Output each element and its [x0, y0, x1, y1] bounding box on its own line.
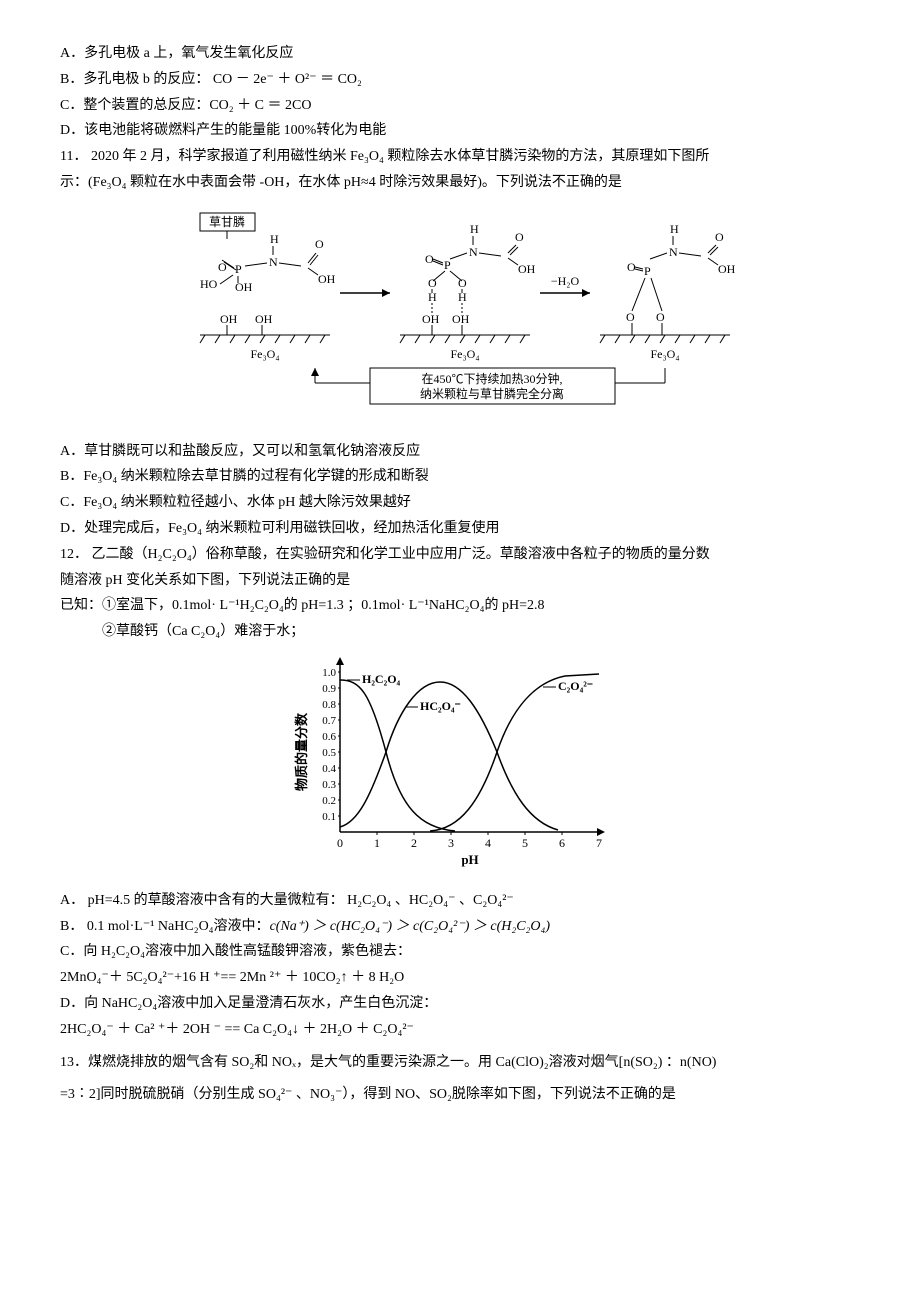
- minus-h2o-label: −H₂O: [551, 274, 580, 288]
- q12-option-d: D．向 NaHC₂O₄溶液中加入足量澄清石灰水，产生白色沉淀：: [60, 992, 860, 1016]
- q10-option-a: A．多孔电极 a 上，氧气发生氧化反应: [60, 42, 860, 66]
- q12-option-a: A． pH=4.5 的草酸溶液中含有的大量微粒有： H₂C₂O₄ 、HC₂O₄⁻…: [60, 889, 860, 913]
- series1-label: H₂C₂O₄: [362, 672, 401, 686]
- svg-text:6: 6: [559, 836, 565, 850]
- svg-text:O: O: [627, 260, 636, 274]
- fe3o4-label-2: Fe₃O₄: [450, 347, 479, 361]
- svg-text:OH: OH: [220, 312, 238, 326]
- svg-text:N: N: [469, 245, 478, 259]
- svg-text:O: O: [428, 276, 437, 290]
- q12-option-d-eq: 2HC₂O₄⁻ ＋ Ca² ⁺＋ 2OH ⁻ == Ca C₂O₄↓ ＋ 2H₂…: [60, 1018, 860, 1042]
- q12-stem-line2: 随溶液 pH 变化关系如下图，下列说法正确的是: [60, 569, 860, 593]
- svg-text:0.6: 0.6: [322, 731, 336, 743]
- question-13: 13．煤燃烧排放的烟气含有 SO₂和 NOₓ，是大气的重要污染源之一。用 Ca(…: [60, 1048, 860, 1112]
- svg-text:0.4: 0.4: [322, 763, 336, 775]
- svg-text:4: 4: [485, 836, 491, 850]
- svg-text:OH: OH: [452, 312, 470, 326]
- svg-text:O: O: [626, 310, 635, 324]
- svg-text:3: 3: [448, 836, 454, 850]
- svg-text:0.1: 0.1: [322, 811, 336, 823]
- q12-stem-line1: 12． 乙二酸（H₂C₂O₄）俗称草酸，在实验研究和化学工业中应用广泛。草酸溶液…: [60, 543, 860, 567]
- svg-text:0.9: 0.9: [322, 683, 336, 695]
- svg-text:H: H: [470, 222, 479, 236]
- q11-option-d: D．处理完成后，Fe₃O₄ 纳米颗粒可利用磁铁回收，经加热活化重复使用: [60, 517, 860, 541]
- q13-line1: 13．煤燃烧排放的烟气含有 SO₂和 NOₓ，是大气的重要污染源之一。用 Ca(…: [60, 1048, 860, 1079]
- svg-text:O: O: [425, 252, 434, 266]
- glyphosate-label: 草甘膦: [209, 214, 245, 229]
- svg-text:O: O: [315, 237, 324, 251]
- svg-text:P: P: [644, 264, 651, 278]
- q10-option-c: C．整个装置的总反应：CO₂ ＋ C ＝ 2CO: [60, 94, 860, 118]
- svg-text:5: 5: [522, 836, 528, 850]
- svg-text:0: 0: [337, 836, 343, 850]
- svg-text:O: O: [515, 230, 524, 244]
- q11-stem-line2: 示：(Fe₃O₄ 颗粒在水中表面会带 -OH，在水体 pH≈4 时除污效果最好)…: [60, 171, 860, 195]
- svg-text:N: N: [669, 245, 678, 259]
- question-10-options: A．多孔电极 a 上，氧气发生氧化反应 B．多孔电极 b 的反应： CO － 2…: [60, 42, 860, 143]
- svg-text:N: N: [269, 255, 278, 269]
- question-11: 11． 2020 年 2 月，科学家报道了利用磁性纳米 Fe₃O₄ 颗粒除去水体…: [60, 145, 860, 541]
- svg-text:7: 7: [596, 836, 602, 850]
- q11-diagram: 草甘膦 H N O P HO OH O: [60, 203, 860, 432]
- glyphosate-diagram-svg: 草甘膦 H N O P HO OH O: [180, 203, 740, 423]
- q12-option-c-eq: 2MnO₄⁻＋ 5C₂O₄²⁻+16 H ⁺== 2Mn ²⁺ ＋ 10CO₂↑…: [60, 966, 860, 990]
- svg-text:1.0: 1.0: [322, 667, 336, 679]
- x-axis-ticks: 0 1 2 3 4 5 6 7: [337, 832, 602, 850]
- svg-text:P: P: [235, 262, 242, 276]
- svg-text:0.5: 0.5: [322, 747, 336, 759]
- oxalic-fraction-chart-svg: 0.1 0.2 0.3 0.4 0.5 0.6 0.7 0.8 0.9 1.0 …: [290, 652, 630, 872]
- svg-text:OH: OH: [318, 272, 336, 286]
- q12-option-b: B． 0.1 mol·L⁻¹ NaHC₂O₄溶液中：c(Na⁺) ＞ c(HC₂…: [60, 915, 860, 939]
- q12-known-line2: ②草酸钙（Ca C₂O₄）难溶于水；: [60, 620, 860, 644]
- q10-option-d: D．该电池能将碳燃料产生的能量能 100%转化为电能: [60, 119, 860, 143]
- svg-text:0.3: 0.3: [322, 779, 336, 791]
- fe3o4-label-1: Fe₃O₄: [250, 347, 279, 361]
- question-12: 12． 乙二酸（H₂C₂O₄）俗称草酸，在实验研究和化学工业中应用广泛。草酸溶液…: [60, 543, 860, 1042]
- svg-text:H: H: [270, 232, 279, 246]
- svg-text:OH: OH: [422, 312, 440, 326]
- q11-option-a: A．草甘膦既可以和盐酸反应，又可以和氢氧化钠溶液反应: [60, 440, 860, 464]
- q13-line2: =3∶2]同时脱硫脱硝（分别生成 SO₄²⁻ 、NO₃⁻），得到 NO、SO₂脱…: [60, 1080, 860, 1111]
- svg-text:0.7: 0.7: [322, 715, 336, 727]
- svg-text:O: O: [458, 276, 467, 290]
- svg-text:O: O: [656, 310, 665, 324]
- series2-label: HC₂O₄⁻: [420, 699, 461, 713]
- q12-chart: 0.1 0.2 0.3 0.4 0.5 0.6 0.7 0.8 0.9 1.0 …: [60, 652, 860, 881]
- series3-label: C₂O₄²⁻: [558, 679, 593, 693]
- svg-text:OH: OH: [718, 262, 736, 276]
- series-c2o4: [430, 674, 599, 831]
- x-axis-label: pH: [461, 852, 478, 867]
- svg-text:OH: OH: [255, 312, 273, 326]
- svg-text:P: P: [444, 258, 451, 272]
- svg-text:0.8: 0.8: [322, 699, 336, 711]
- q11-option-c: C．Fe₃O₄ 纳米颗粒粒径越小、水体 pH 越大除污效果越好: [60, 491, 860, 515]
- q12-option-c: C．向 H₂C₂O₄溶液中加入酸性高锰酸钾溶液，紫色褪去：: [60, 940, 860, 964]
- svg-text:1: 1: [374, 836, 380, 850]
- svg-text:0.2: 0.2: [322, 795, 336, 807]
- y-axis-label: 物质的量分数: [294, 712, 309, 791]
- svg-text:OH: OH: [518, 262, 536, 276]
- y-axis-ticks: 0.1 0.2 0.3 0.4 0.5 0.6 0.7 0.8 0.9 1.0: [322, 667, 340, 823]
- conditions-line1: 在450℃下持续加热30分钟,: [421, 371, 562, 386]
- svg-text:O: O: [715, 230, 724, 244]
- conditions-line2: 纳米颗粒与草甘膦完全分离: [420, 386, 564, 401]
- svg-text:H: H: [670, 222, 679, 236]
- q12-known-line1: 已知：①室温下，0.1mol· L⁻¹H₂C₂O₄的 pH=1.3 ；0.1mo…: [60, 594, 860, 618]
- q11-option-b: B．Fe₃O₄ 纳米颗粒除去草甘膦的过程有化学键的形成和断裂: [60, 465, 860, 489]
- q11-stem-line1: 11． 2020 年 2 月，科学家报道了利用磁性纳米 Fe₃O₄ 颗粒除去水体…: [60, 145, 860, 169]
- fe3o4-label-3: Fe₃O₄: [650, 347, 679, 361]
- svg-text:HO: HO: [200, 277, 218, 291]
- svg-text:2: 2: [411, 836, 417, 850]
- q10-option-b: B．多孔电极 b 的反应： CO － 2e⁻ ＋ O²⁻ ＝ CO₂: [60, 68, 860, 92]
